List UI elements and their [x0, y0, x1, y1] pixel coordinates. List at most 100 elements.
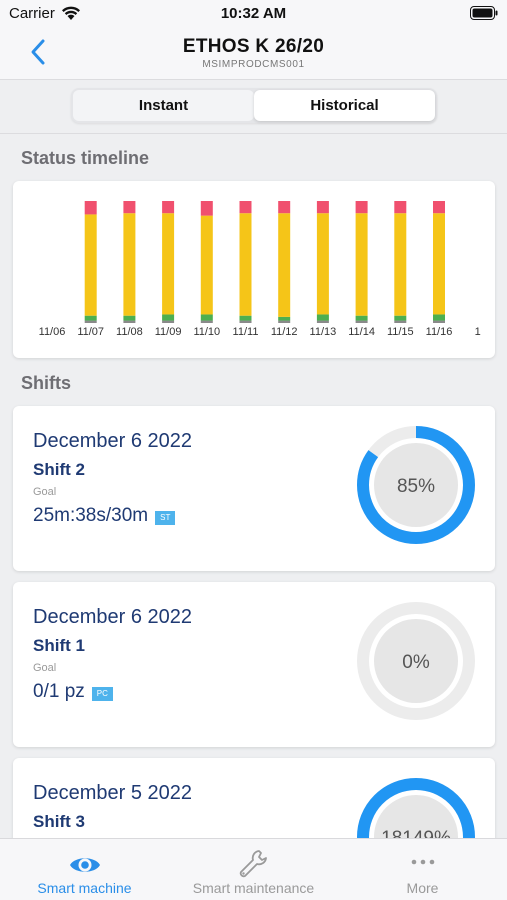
- timeline-bar-segment: [239, 315, 252, 321]
- goal-type-badge: PC: [91, 687, 113, 701]
- timeline-bar-segment: [84, 201, 97, 215]
- shift-name: Shift 1: [33, 636, 85, 655]
- timeline-bar-segment: [239, 213, 252, 316]
- timeline-date-label: 11/10: [193, 326, 220, 338]
- timeline-date-label: 11/11: [233, 326, 259, 338]
- timeline-date-label: 11/14: [348, 326, 375, 338]
- timeline-bar-segment: [200, 201, 213, 216]
- timeline-bar-segment: [239, 201, 252, 214]
- progress-ring: 0%: [357, 602, 475, 720]
- shifts-heading: Shifts: [21, 373, 72, 393]
- shift-card[interactable]: December 6 2022 Shift 2 Goal 25m:38s/30m…: [13, 406, 495, 571]
- timeline-bar-segment: [355, 315, 368, 321]
- goal-value: 0/1 pz: [33, 681, 85, 702]
- timeline-date-label: 11/09: [155, 326, 182, 338]
- timeline-bar-segment: [162, 314, 175, 321]
- timeline-date-label: 11/08: [116, 326, 143, 338]
- wifi-icon: [62, 6, 80, 20]
- timeline-bar-segment: [123, 320, 136, 323]
- shift-name: Shift 3: [33, 812, 85, 831]
- timeline-bar-segment: [278, 213, 291, 317]
- segmented-control: Instant Historical: [71, 88, 437, 123]
- progress-ring: 85%: [357, 426, 475, 544]
- timeline-date-label: 11/07: [77, 326, 104, 338]
- timeline-bar-segment: [278, 201, 291, 214]
- tab-instant[interactable]: Instant: [73, 90, 254, 121]
- timeline-bar-segment: [433, 314, 445, 321]
- progress-ring-center: [374, 619, 458, 703]
- tab-smart-maintenance[interactable]: Smart maintenance: [169, 839, 338, 900]
- timeline-date-label: 11/13: [310, 326, 337, 338]
- timeline-bar-segment: [162, 320, 175, 323]
- timeline-bar-segment: [433, 213, 445, 315]
- tab-more[interactable]: More: [338, 839, 507, 900]
- timeline-date-label: 11/06: [39, 326, 66, 338]
- goal-row: 25m:38s/30m ST: [33, 505, 176, 527]
- more-dots-icon: [411, 859, 434, 865]
- timeline-bar-segment: [84, 320, 97, 323]
- timeline-bar-segment: [433, 201, 445, 214]
- progress-ring-arc: [357, 426, 475, 544]
- tab-bar: Smart machine Smart maintenance More: [0, 838, 507, 900]
- chevron-left-icon[interactable]: [24, 37, 54, 67]
- tab-smart-machine[interactable]: Smart machine: [0, 839, 169, 900]
- timeline-bar-segment: [278, 320, 291, 323]
- timeline-bar-segment: [355, 320, 368, 323]
- progress-ring-track: [357, 602, 475, 720]
- wrench-icon: [239, 850, 267, 878]
- timeline-bar-segment: [200, 314, 213, 321]
- timeline-bar-segment: [239, 320, 252, 323]
- navigation-bar: ETHOS K 26/20 MSIMPRODCMS001: [0, 26, 507, 80]
- timeline-bar-segment: [162, 201, 175, 214]
- carrier-label: Carrier: [9, 5, 55, 22]
- goal-row: 0/1 pz PC: [33, 681, 113, 703]
- timeline-bar-segment: [316, 201, 329, 214]
- timeline-bar-segment: [316, 314, 329, 321]
- timeline-bar-segment: [84, 315, 97, 321]
- timeline-bar-segment: [200, 215, 213, 315]
- shift-card[interactable]: December 6 2022 Shift 1 Goal 0/1 pz PC 0…: [13, 582, 495, 747]
- timeline-date-label: 11/16: [426, 326, 453, 338]
- tab-label: More: [406, 880, 439, 896]
- tab-label: Smart machine: [37, 880, 132, 896]
- battery-icon: [470, 6, 498, 20]
- shift-name: Shift 2: [33, 460, 85, 479]
- goal-value: 25m:38s/30m: [33, 505, 149, 526]
- timeline-bar-segment: [84, 214, 97, 316]
- goal-label: Goal: [33, 662, 57, 674]
- timeline-bar-segment: [394, 320, 407, 323]
- timeline-bar-segment: [394, 213, 407, 316]
- goal-label: Goal: [33, 486, 57, 498]
- tab-historical[interactable]: Historical: [254, 90, 435, 121]
- timeline-bar-segment: [355, 213, 368, 316]
- timeline-bar-segment: [316, 320, 329, 323]
- machine-id: MSIMPRODCMS001: [202, 59, 305, 70]
- timeline-date-label: 1: [475, 326, 481, 338]
- status-timeline-chart: 11/06 11/07 11/08 11/09 11/10 11/11 11/12 11/13…: [39, 201, 481, 338]
- timeline-bar-segment: [394, 315, 407, 321]
- timeline-date-label: 11/12: [271, 326, 298, 338]
- timeline-bar-segment: [278, 316, 291, 321]
- divider: [0, 133, 507, 134]
- timeline-bar-segment: [123, 213, 136, 316]
- shift-date: December 6 2022: [33, 606, 192, 628]
- page-title: ETHOS K 26/20: [182, 36, 325, 57]
- status-timeline-card: 11/06 11/07 11/08 11/09 11/10 11/11 11/12 11/13…: [13, 181, 495, 358]
- timeline-bar-segment: [162, 213, 175, 315]
- status-bar: Carrier 10:32 AM: [0, 0, 507, 26]
- timeline-bar-segment: [355, 201, 368, 214]
- progress-percent: 85%: [397, 476, 435, 497]
- timeline-bar-segment: [123, 315, 136, 321]
- clock: 10:32 AM: [220, 5, 287, 22]
- shift-date: December 5 2022: [33, 782, 192, 804]
- timeline-bar-segment: [394, 201, 407, 214]
- goal-type-badge: ST: [155, 511, 176, 525]
- progress-percent: 0%: [402, 652, 430, 673]
- eye-icon: [69, 858, 100, 872]
- timeline-bar-segment: [123, 201, 136, 214]
- timeline-bar-segment: [200, 320, 213, 323]
- timeline-date-label: 11/15: [387, 326, 414, 338]
- timeline-bar-segment: [316, 213, 329, 315]
- progress-ring-center: [374, 443, 458, 527]
- shift-date: December 6 2022: [33, 430, 192, 452]
